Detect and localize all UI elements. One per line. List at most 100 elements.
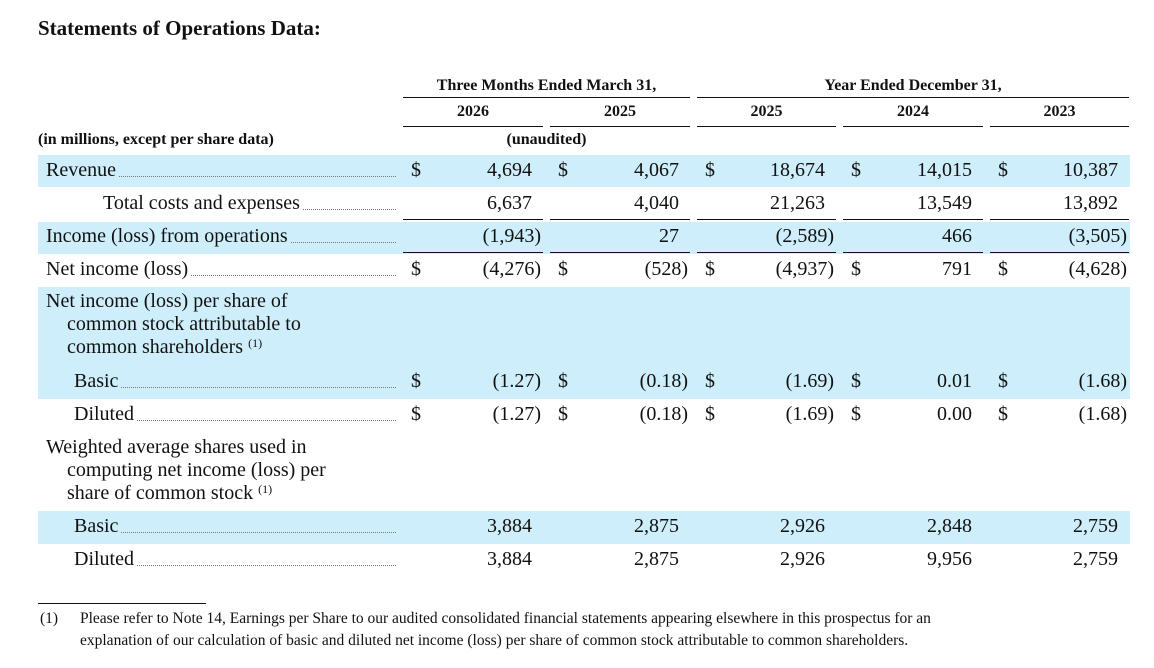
currency-symbol: $	[998, 258, 1008, 280]
currency-symbol: $	[705, 258, 715, 280]
header-three-months: Three Months Ended March 31,	[436, 77, 657, 94]
currency-symbol: $	[851, 258, 861, 280]
unaudited-note: (unaudited)	[506, 131, 587, 148]
currency-symbol: $	[411, 258, 421, 280]
currency-symbol: $	[558, 159, 568, 181]
eps-section-label: Net income (loss) per share of common st…	[46, 290, 301, 358]
currency-symbol: $	[851, 159, 861, 181]
cell-value: 10,387	[1063, 159, 1118, 181]
cell-value: 791	[942, 258, 972, 280]
leader-dots	[121, 532, 396, 533]
row-label: Basic	[74, 515, 119, 537]
row-label: Total costs and expenses	[103, 192, 300, 214]
subtotal-rule	[990, 252, 1129, 253]
subtotal-rule	[843, 252, 983, 253]
year-header: 2023	[1043, 103, 1076, 120]
row-label: Revenue	[46, 159, 116, 181]
cell-value: 27	[659, 225, 679, 247]
footnote-marker: (1)	[40, 610, 59, 627]
year-header: 2024	[897, 103, 929, 120]
cell-value: (1.68)	[1078, 370, 1127, 392]
cell-value: (1,943)	[482, 225, 541, 247]
currency-symbol: $	[998, 370, 1008, 392]
cell-value: 2,875	[634, 548, 679, 570]
cell-value: 14,015	[917, 159, 972, 181]
leader-dots	[137, 565, 396, 566]
subtotal-rule	[697, 252, 836, 253]
currency-symbol: $	[558, 370, 568, 392]
cell-value: 4,694	[487, 159, 532, 181]
cell-value: 2,926	[780, 548, 825, 570]
cell-value: 3,884	[487, 548, 532, 570]
subtotal-rule	[990, 219, 1129, 220]
year-rule	[843, 126, 983, 127]
subtotal-rule	[550, 219, 690, 220]
cell-value: 13,549	[917, 192, 972, 214]
year-header: 2025	[604, 103, 636, 120]
cell-value: 13,892	[1063, 192, 1118, 214]
cell-value: 4,040	[634, 192, 679, 214]
year-rule	[403, 126, 543, 127]
year-header: 2026	[457, 103, 489, 120]
row-label: Diluted	[74, 403, 134, 425]
leader-dots	[191, 275, 396, 276]
units-note: (in millions, except per share data)	[38, 131, 274, 148]
cell-value: (0.18)	[639, 403, 688, 425]
header-year-ended: Year Ended December 31,	[824, 77, 1002, 94]
cell-value: 0.01	[937, 370, 972, 392]
leader-dots	[137, 420, 396, 421]
row-band	[38, 155, 1130, 187]
cell-value: 2,875	[634, 515, 679, 537]
row-band	[38, 222, 1130, 254]
cell-value: (1.69)	[785, 403, 834, 425]
leader-dots	[119, 176, 396, 177]
subtotal-rule	[550, 252, 690, 253]
cell-value: 21,263	[770, 192, 825, 214]
header-rule	[403, 97, 690, 98]
currency-symbol: $	[411, 159, 421, 181]
cell-value: (1.69)	[785, 370, 834, 392]
cell-value: 9,956	[927, 548, 972, 570]
currency-symbol: $	[558, 258, 568, 280]
currency-symbol: $	[705, 159, 715, 181]
year-rule	[990, 126, 1129, 127]
cell-value: 4,067	[634, 159, 679, 181]
cell-value: (1.27)	[492, 370, 541, 392]
shares-section-label: Weighted average shares used in computin…	[46, 436, 326, 504]
footnote-text: Please refer to Note 14, Earnings per Sh…	[80, 610, 931, 649]
cell-value: 2,848	[927, 515, 972, 537]
year-rule	[697, 126, 836, 127]
cell-value: 2,759	[1073, 515, 1118, 537]
year-header: 2025	[750, 103, 783, 120]
cell-value: (0.18)	[639, 370, 688, 392]
leader-dots	[291, 242, 396, 243]
cell-value: 6,637	[487, 192, 532, 214]
year-rule	[550, 126, 690, 127]
cell-value: (3,505)	[1068, 225, 1127, 247]
cell-value: (1.27)	[492, 403, 541, 425]
currency-symbol: $	[705, 370, 715, 392]
cell-value: (4,937)	[775, 258, 834, 280]
cell-value: 0.00	[937, 403, 972, 425]
currency-symbol: $	[705, 403, 715, 425]
row-band	[38, 287, 1130, 399]
cell-value: (1.68)	[1078, 403, 1127, 425]
section-title: Statements of Operations Data:	[38, 16, 321, 40]
footnote-rule	[38, 603, 206, 604]
currency-symbol: $	[998, 159, 1008, 181]
leader-dots	[121, 387, 396, 388]
currency-symbol: $	[411, 403, 421, 425]
currency-symbol: $	[558, 403, 568, 425]
currency-symbol: $	[851, 403, 861, 425]
subtotal-rule	[843, 219, 983, 220]
subtotal-rule	[403, 219, 543, 220]
currency-symbol: $	[851, 370, 861, 392]
cell-value: 466	[942, 225, 972, 247]
row-label: Income (loss) from operations	[46, 225, 288, 247]
currency-symbol: $	[998, 403, 1008, 425]
subtotal-rule	[403, 252, 543, 253]
row-label: Basic	[74, 370, 119, 392]
cell-value: (528)	[644, 258, 688, 280]
row-label: Net income (loss)	[46, 258, 189, 280]
cell-value: (2,589)	[775, 225, 834, 247]
